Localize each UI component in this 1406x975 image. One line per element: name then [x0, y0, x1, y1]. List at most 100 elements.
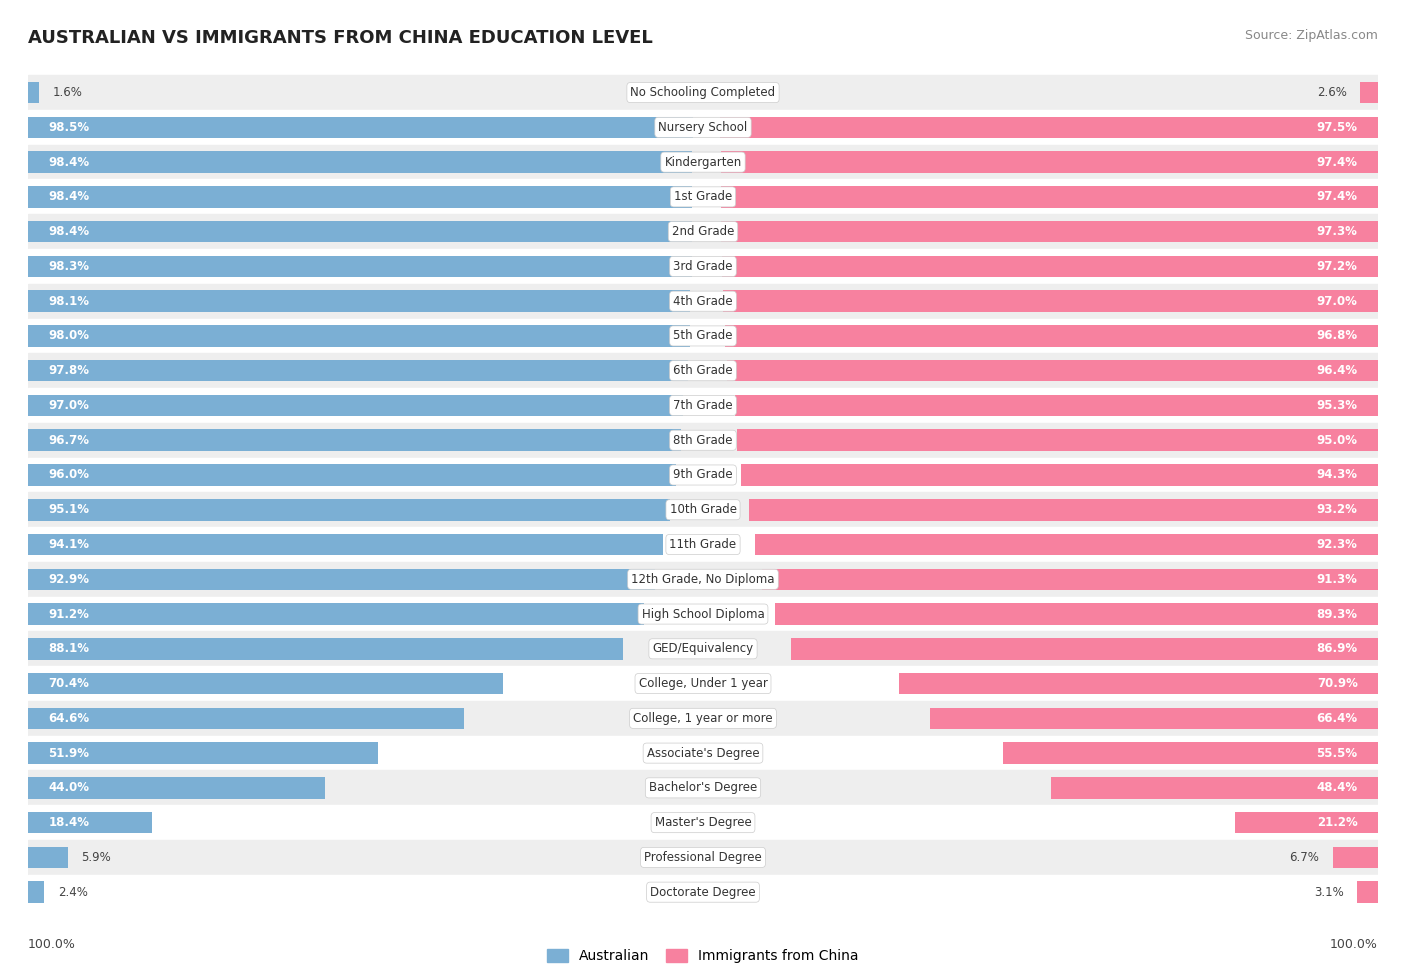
Text: 6th Grade: 6th Grade	[673, 365, 733, 377]
Text: GED/Equivalency: GED/Equivalency	[652, 643, 754, 655]
Text: 1st Grade: 1st Grade	[673, 190, 733, 204]
Bar	[762, 568, 1378, 590]
Text: 70.9%: 70.9%	[1317, 677, 1358, 690]
Text: 6.7%: 6.7%	[1289, 851, 1319, 864]
Text: 97.0%: 97.0%	[48, 399, 89, 412]
Bar	[28, 533, 664, 556]
Bar	[28, 110, 1378, 144]
Bar	[28, 249, 1378, 284]
Bar	[28, 388, 1378, 423]
Text: 5th Grade: 5th Grade	[673, 330, 733, 342]
Bar	[1333, 846, 1378, 868]
Text: 97.3%: 97.3%	[1317, 225, 1358, 238]
Text: 92.9%: 92.9%	[48, 572, 90, 586]
Bar	[28, 666, 1378, 701]
Text: 2.4%: 2.4%	[58, 885, 87, 899]
Bar	[749, 499, 1378, 521]
Bar	[735, 395, 1378, 416]
Text: 86.9%: 86.9%	[1316, 643, 1358, 655]
Bar	[28, 770, 1378, 805]
Text: 55.5%: 55.5%	[1316, 747, 1358, 760]
Text: 8th Grade: 8th Grade	[673, 434, 733, 447]
Text: 95.3%: 95.3%	[1316, 399, 1358, 412]
Text: 98.4%: 98.4%	[48, 156, 90, 169]
Bar	[28, 805, 1378, 840]
Bar	[28, 284, 1378, 319]
Bar	[724, 325, 1378, 347]
Bar	[28, 214, 1378, 249]
Bar	[28, 464, 676, 486]
Bar	[28, 812, 152, 834]
Text: 2.6%: 2.6%	[1317, 86, 1347, 99]
Bar	[792, 638, 1378, 660]
Text: 97.8%: 97.8%	[48, 365, 90, 377]
Text: 97.4%: 97.4%	[1316, 190, 1358, 204]
Text: 5.9%: 5.9%	[82, 851, 111, 864]
Text: Bachelor's Degree: Bachelor's Degree	[650, 781, 756, 795]
Text: College, 1 year or more: College, 1 year or more	[633, 712, 773, 724]
Bar	[28, 597, 1378, 632]
Text: 64.6%: 64.6%	[48, 712, 90, 724]
Text: AUSTRALIAN VS IMMIGRANTS FROM CHINA EDUCATION LEVEL: AUSTRALIAN VS IMMIGRANTS FROM CHINA EDUC…	[28, 29, 652, 47]
Bar	[28, 221, 692, 243]
Bar	[1234, 812, 1378, 834]
Bar	[28, 875, 1378, 910]
Legend: Australian, Immigrants from China: Australian, Immigrants from China	[541, 944, 865, 969]
Bar	[721, 221, 1378, 243]
Text: Associate's Degree: Associate's Degree	[647, 747, 759, 760]
Text: 70.4%: 70.4%	[48, 677, 89, 690]
Text: 91.3%: 91.3%	[1317, 572, 1358, 586]
Bar	[28, 701, 1378, 736]
Bar	[28, 777, 325, 799]
Bar	[720, 186, 1378, 208]
Bar	[723, 291, 1378, 312]
Bar	[1361, 82, 1378, 103]
Text: 98.5%: 98.5%	[48, 121, 90, 134]
Bar	[737, 429, 1378, 451]
Text: 93.2%: 93.2%	[1317, 503, 1358, 516]
Bar	[28, 881, 45, 903]
Bar	[741, 464, 1378, 486]
Text: 4th Grade: 4th Grade	[673, 294, 733, 308]
Bar	[28, 255, 692, 277]
Text: College, Under 1 year: College, Under 1 year	[638, 677, 768, 690]
Text: 98.4%: 98.4%	[48, 225, 90, 238]
Bar	[28, 846, 67, 868]
Text: 97.2%: 97.2%	[1317, 260, 1358, 273]
Bar	[28, 151, 692, 173]
Text: 95.0%: 95.0%	[1316, 434, 1358, 447]
Text: 96.7%: 96.7%	[48, 434, 90, 447]
Text: 98.0%: 98.0%	[48, 330, 90, 342]
Bar	[1357, 881, 1378, 903]
Text: 98.4%: 98.4%	[48, 190, 90, 204]
Bar	[720, 117, 1378, 138]
Bar	[28, 708, 464, 729]
Text: 51.9%: 51.9%	[48, 747, 90, 760]
Text: 100.0%: 100.0%	[28, 938, 76, 951]
Text: 1.6%: 1.6%	[52, 86, 83, 99]
Text: 97.4%: 97.4%	[1316, 156, 1358, 169]
Bar	[28, 82, 39, 103]
Bar	[28, 360, 688, 381]
Text: 98.3%: 98.3%	[48, 260, 90, 273]
Bar	[28, 325, 689, 347]
Bar	[28, 457, 1378, 492]
Bar	[775, 604, 1378, 625]
Bar	[1052, 777, 1378, 799]
Bar	[28, 395, 683, 416]
Text: 92.3%: 92.3%	[1317, 538, 1358, 551]
Text: 91.2%: 91.2%	[48, 607, 89, 620]
Bar	[28, 492, 1378, 527]
Bar	[28, 736, 1378, 770]
Text: High School Diploma: High School Diploma	[641, 607, 765, 620]
Text: 94.3%: 94.3%	[1316, 469, 1358, 482]
Bar	[28, 144, 1378, 179]
Text: 96.0%: 96.0%	[48, 469, 90, 482]
Bar	[28, 117, 693, 138]
Text: 66.4%: 66.4%	[1316, 712, 1358, 724]
Text: Source: ZipAtlas.com: Source: ZipAtlas.com	[1244, 29, 1378, 42]
Bar	[1004, 742, 1378, 763]
Bar	[755, 533, 1378, 556]
Text: 7th Grade: 7th Grade	[673, 399, 733, 412]
Text: 97.0%: 97.0%	[1317, 294, 1358, 308]
